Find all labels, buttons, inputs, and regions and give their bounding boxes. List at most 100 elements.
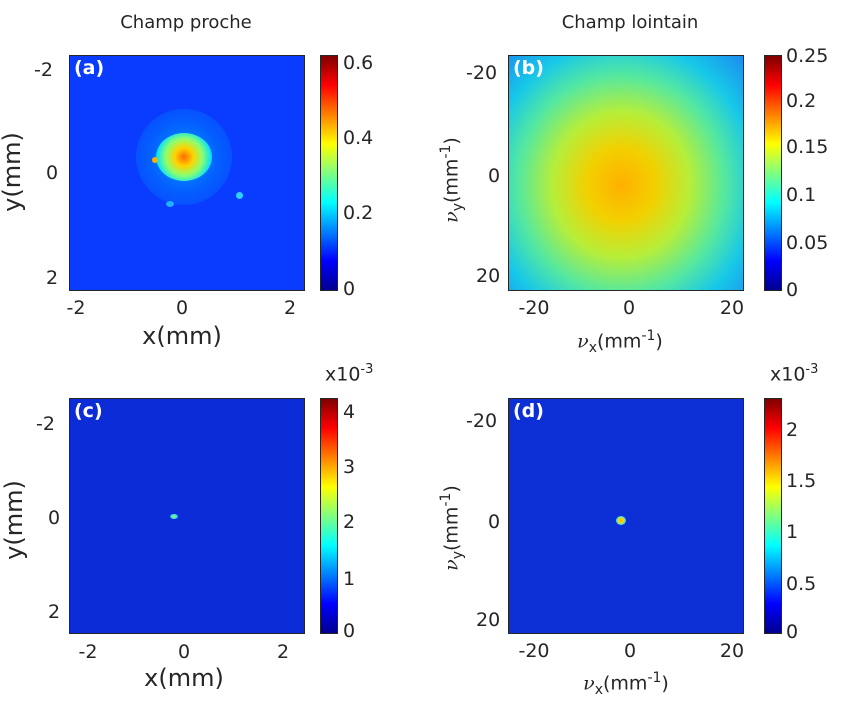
cbar-tick-d-0: 0 [786,621,799,643]
ytick-d-1: 0 [488,511,501,533]
ytick-b-1: 0 [488,165,501,187]
colorbar-d [764,398,782,634]
heatmap-c-background [70,399,304,633]
heatmap-d: (d) [508,398,744,634]
xlabel-b-exp: -1 [641,328,656,344]
xlabel-c: x(mm) [144,664,224,692]
xtick-c-2: 2 [276,641,290,663]
ytick-c-0: -2 [36,413,55,435]
ylabel-d-close: ) [440,485,463,493]
peak-d [616,516,626,525]
cbar-tick-c-2: 2 [343,511,356,533]
xtick-b-1: 0 [622,297,636,319]
cbar-tick-d-2: 1 [786,521,799,543]
xtick-b-0: -20 [518,297,550,319]
panel-label-d: (d) [513,400,544,422]
xtick-d-2: 20 [719,640,745,662]
ylabel-b-close: ) [440,137,463,145]
cbar-tick-d-3: 1.5 [786,470,817,492]
cbar-tick-a-1: 0.2 [343,202,374,224]
colorbar-a [320,55,338,291]
ylabel-a: y(mm) [0,132,26,212]
xtick-c-1: 0 [177,641,191,663]
xlabel-b-close: ) [655,330,663,353]
heatmap-a: (a) [69,55,305,291]
xlabel-b: νx(mm-1) [577,328,663,356]
xlabel-b-sub: x [588,340,598,357]
xlabel-d-sub: x [594,682,604,699]
cbar-tick-c-3: 3 [343,456,356,478]
xtick-d-1: 0 [623,640,637,662]
xlabel-d: νx(mm-1) [583,670,669,698]
heatmap-b-background [509,56,743,290]
peak-c [170,514,178,519]
xlabel-d-close: ) [661,672,669,695]
panel-label-a: (a) [74,57,105,79]
colorbar-b [764,55,782,291]
xlabel-a: x(mm) [142,322,222,350]
cbar-tick-b-2: 0.1 [786,184,817,206]
xtick-a-0: -2 [66,297,86,319]
xlabel-d-unit: (mm [603,672,648,695]
ylabel-b-exp: -1 [437,144,454,159]
xtick-c-0: -2 [78,641,98,663]
heatmap-d-background [509,399,743,633]
xtick-a-2: 2 [283,297,297,319]
cbar-tick-a-0: 0 [343,278,356,300]
ytick-a-2: 2 [46,267,59,289]
xtick-d-0: -20 [518,640,550,662]
cbar-tick-d-1: 0.5 [786,573,817,595]
panel-label-c: (c) [74,400,103,422]
cbar-tick-b-5: 0.25 [786,45,829,67]
colorbar-multiplier-d-base: x10 [770,363,806,386]
ylabel-d-unit: (mm [440,506,463,551]
speck-a-3 [166,201,174,207]
ylabel-c: y(mm) [0,480,28,560]
cbar-tick-b-1: 0.05 [786,232,829,254]
colorbar-multiplier-d: x10-3 [770,362,818,385]
cbar-tick-b-0: 0 [786,279,799,301]
ytick-d-0: -20 [466,410,498,432]
xlabel-d-exp: -1 [647,670,662,686]
cbar-tick-d-4: 2 [786,419,799,441]
cbar-tick-c-4: 4 [343,401,356,423]
cbar-tick-c-1: 1 [343,568,356,590]
cbar-tick-a-2: 0.4 [343,127,374,149]
cbar-tick-b-4: 0.2 [786,90,817,112]
colorbar-multiplier-c-exp: -3 [360,362,374,377]
cbar-tick-b-3: 0.15 [786,136,829,158]
cbar-tick-a-3: 0.6 [343,52,374,74]
ytick-b-0: -20 [466,62,498,84]
ylabel-d-sub: y [450,550,467,560]
column-title-far-field: Champ lointain [561,12,699,33]
ylabel-b: νy(mm-1) [438,137,466,223]
colorbar-multiplier-c: x10-3 [325,362,373,385]
xtick-a-1: 0 [175,297,189,319]
ytick-d-2: 20 [476,609,501,631]
colorbar-c [320,398,338,634]
ytick-a-0: -2 [34,59,53,81]
xlabel-b-unit: (mm [597,330,642,353]
cbar-tick-c-0: 0 [343,620,356,642]
beam-core-a [156,133,212,181]
ytick-b-2: 20 [476,265,501,287]
ytick-c-2: 2 [48,601,61,623]
xlabel-d-symbol: ν [583,672,595,695]
column-title-near-field: Champ proche [120,12,252,33]
colorbar-multiplier-d-exp: -3 [805,362,819,377]
ylabel-b-unit: (mm [440,158,463,203]
speck-a-2 [236,192,243,199]
ylabel-d-exp: -1 [437,492,454,507]
xlabel-b-symbol: ν [577,330,589,353]
panel-label-b: (b) [513,57,544,79]
heatmap-c: (c) [69,398,305,634]
speck-a-1 [152,157,158,163]
ytick-a-1: 0 [46,162,59,184]
ylabel-d: νy(mm-1) [438,485,466,571]
xtick-b-2: 20 [719,297,745,319]
ylabel-b-symbol: ν [440,211,463,223]
ylabel-d-symbol: ν [440,559,463,571]
heatmap-b: (b) [508,55,744,291]
ytick-c-1: 0 [48,507,61,529]
colorbar-multiplier-c-base: x10 [325,363,361,386]
